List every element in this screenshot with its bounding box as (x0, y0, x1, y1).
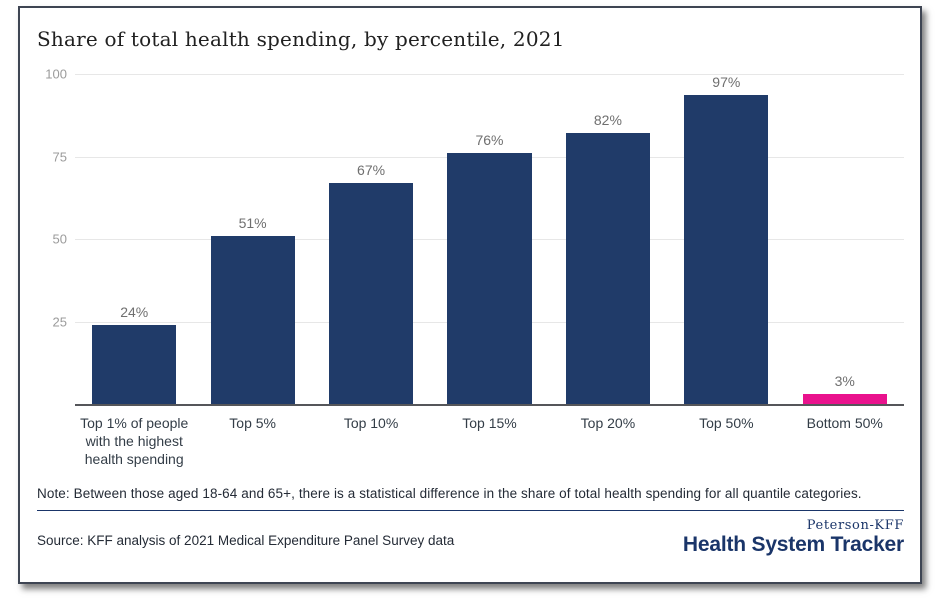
bar-group: 24% (75, 74, 193, 404)
gridline-100 (75, 74, 904, 75)
bar-value-label: 82% (593, 112, 622, 129)
bar-group: 51% (193, 74, 311, 404)
bar (92, 324, 177, 404)
source-text: Source: KFF analysis of 2021 Medical Exp… (37, 533, 455, 548)
x-axis-labels: Top 1% of people with the highest health… (75, 414, 904, 468)
bar-value-label: 24% (120, 303, 149, 320)
footer-divider (37, 510, 904, 511)
x-tick-label: Bottom 50% (806, 415, 883, 431)
bar (565, 133, 650, 404)
y-tick-label-100: 100 (45, 66, 67, 82)
chart-title: Share of total health spending, by perce… (37, 27, 565, 51)
y-tick-label-50: 50 (52, 231, 67, 247)
x-tick-label: Top 10% (343, 415, 399, 431)
bar-group: 76% (430, 74, 548, 404)
logo-peterson-kff: Peterson-KFF (806, 518, 904, 533)
bar (684, 95, 769, 404)
x-tick-label: Top 15% (462, 415, 517, 431)
plot-area: 25 50 75 100 24% 51% 67% 76% 82% 97% 3% (45, 67, 904, 406)
bar-group: 82% (549, 74, 667, 404)
logo-health-system-tracker: Health System Tracker (682, 533, 904, 556)
bar (447, 153, 532, 404)
chart-footer: Source: KFF analysis of 2021 Medical Exp… (37, 518, 904, 557)
chart-card: Share of total health spending, by perce… (18, 6, 922, 584)
bar-value-label: 67% (357, 161, 386, 178)
bar-value-label: 76% (475, 132, 504, 149)
bar (210, 235, 295, 404)
peterson-kff-logo: Peterson-KFF Health System Tracker (683, 518, 904, 557)
x-tick-label: Top 5% (229, 415, 276, 431)
x-tick-label: Top 1% of people with the highest health… (80, 415, 189, 467)
bar-group: 97% (667, 74, 785, 404)
bar-value-label: 97% (712, 74, 741, 90)
bar (802, 394, 887, 404)
chart-area: 25 50 75 100 24% 51% 67% 76% 82% 97% 3% Top 1% of … (37, 67, 904, 468)
bar-value-label: 51% (238, 214, 267, 231)
x-tick-label: Top 20% (580, 415, 636, 431)
x-tick-label: Top 50% (699, 415, 754, 431)
y-tick-label-25: 25 (52, 314, 67, 329)
bar (329, 182, 414, 404)
bar-group: 67% (312, 74, 430, 404)
bars-container: 24% 51% 67% 76% 82% 97% 3% (75, 74, 904, 404)
chart-note: Note: Between those aged 18-64 and 65+, … (37, 486, 862, 501)
y-tick-label-75: 75 (52, 149, 67, 164)
bar-group: 3% (786, 74, 904, 404)
bar-value-label: 3% (834, 373, 855, 390)
